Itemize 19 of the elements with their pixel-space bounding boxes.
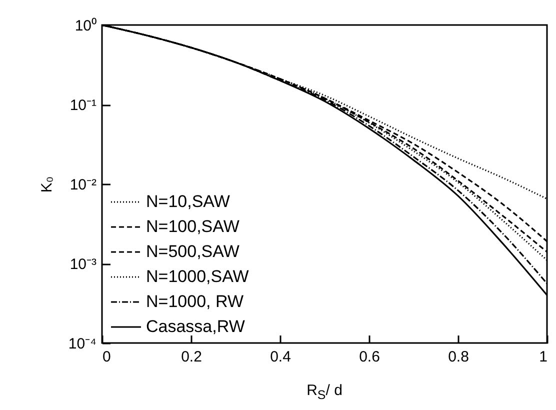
legend-label: N=100,SAW [146,217,240,236]
legend-label: N=10,SAW [146,192,230,211]
x-tick-label: 0.6 [359,348,380,366]
y-tick-label: 10⁻¹ [70,97,96,114]
y-tick-label: 10⁻² [70,176,96,194]
legend-label: Casassa,RW [146,317,245,336]
x-tick-label: 0 [102,348,111,366]
legend-label: N=1000, RW [146,292,244,311]
y-tick-label: 10⁻⁴ [68,336,96,352]
legend-label: N=500,SAW [146,242,240,261]
y-axis-title: K₀ [38,176,56,193]
x-tick-label: 0.2 [181,348,202,366]
x-tick-label: 1 [539,348,548,366]
x-tick-label: 0.4 [270,348,291,366]
x-tick-label: 0.8 [448,348,469,366]
y-tick-label: 10⁰ [74,18,96,34]
legend-label: N=1000,SAW [146,267,249,286]
y-tick-label: 10⁻³ [70,256,96,273]
x-axis-title: R$_{S}$/ d [306,382,344,402]
